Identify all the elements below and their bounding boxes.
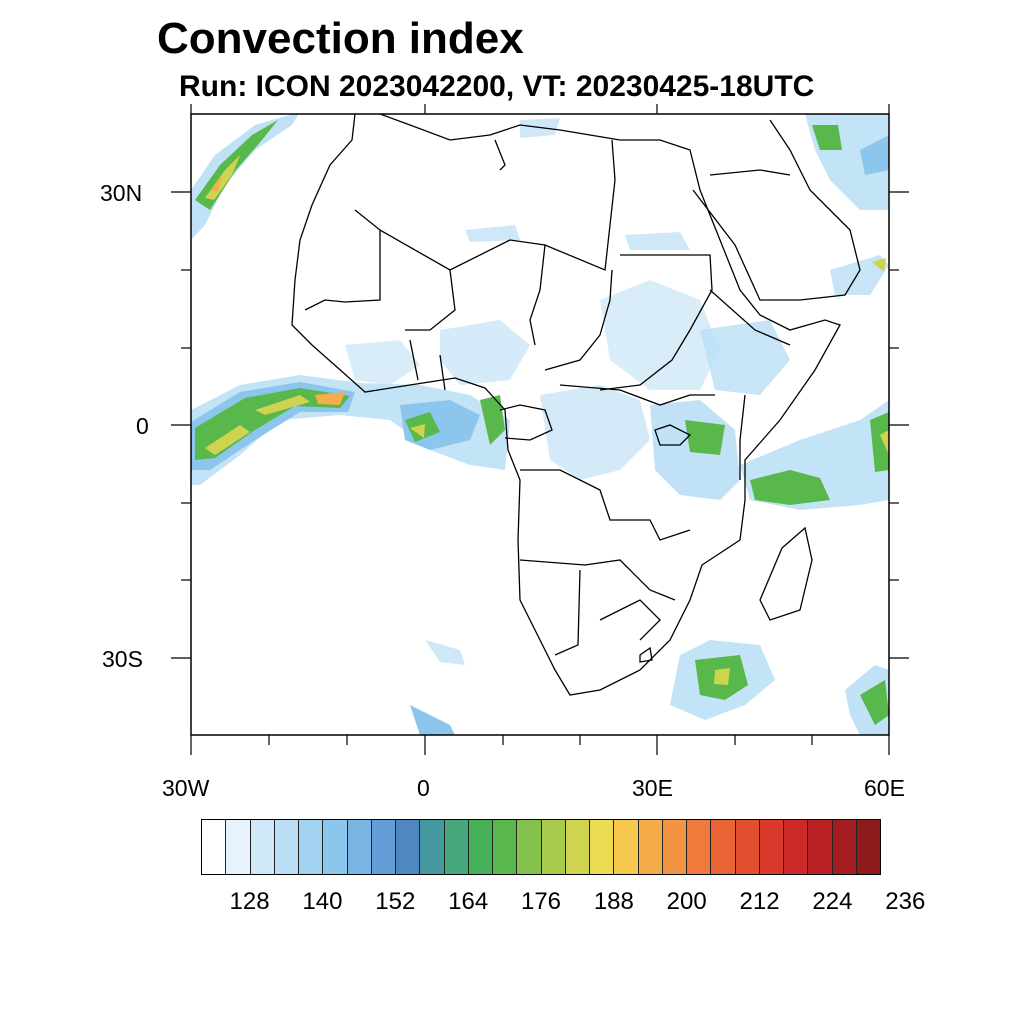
lat-label-30n: 30N	[100, 180, 143, 206]
lat-label-30s: 30S	[102, 646, 143, 672]
colorbar-swatch	[323, 820, 348, 874]
convection-field	[191, 114, 889, 735]
colorbar-swatch	[759, 820, 784, 874]
colorbar-label: 128	[229, 888, 270, 915]
colorbar-swatch	[784, 820, 809, 874]
lon-label-30e: 30E	[632, 775, 673, 801]
colorbar-swatch	[444, 820, 469, 874]
colorbar-swatch	[711, 820, 736, 874]
colorbar-swatch	[493, 820, 518, 874]
colorbar-label: 188	[593, 888, 634, 915]
colorbar-swatch	[250, 820, 275, 874]
coastlines	[291, 114, 861, 696]
colorbar-label: 152	[375, 888, 416, 915]
colorbar-swatch	[856, 820, 880, 874]
colorbar-swatch	[371, 820, 396, 874]
colorbar-swatch	[274, 820, 299, 874]
colorbar-label: 224	[812, 888, 853, 915]
colorbar-swatch	[517, 820, 542, 874]
colorbar-swatch	[202, 820, 227, 874]
colorbar-swatch	[638, 820, 663, 874]
colorbar-swatch	[662, 820, 687, 874]
colorbar-label: 164	[448, 888, 489, 915]
lon-label-30w: 30W	[162, 775, 210, 801]
lat-label-0: 0	[136, 413, 149, 439]
colorbar-label: 176	[520, 888, 562, 915]
colorbar-swatch	[614, 820, 639, 874]
lon-label-60e: 60E	[864, 775, 905, 801]
colorbar-swatch	[808, 820, 833, 874]
colorbar-swatch	[347, 820, 372, 874]
colorbar-swatch	[541, 820, 566, 874]
colorbar-swatch	[468, 820, 493, 874]
colorbar-label: 236	[885, 888, 926, 915]
map-subtitle: Run: ICON 2023042200, VT: 20230425-18UTC	[179, 70, 815, 103]
colorbar-label: 212	[739, 888, 780, 915]
colorbar-swatch	[832, 820, 857, 874]
colorbar-swatch	[735, 820, 760, 874]
map-title: Convection index	[157, 14, 524, 63]
colorbar-swatch	[420, 820, 445, 874]
colorbar-swatch	[565, 820, 590, 874]
colorbar-swatch	[299, 820, 324, 874]
colorbar	[201, 819, 881, 875]
axis-ticks	[171, 104, 909, 755]
colorbar-swatch	[590, 820, 615, 874]
lon-label-0: 0	[417, 775, 430, 801]
colorbar-label: 200	[666, 888, 707, 915]
colorbar-swatch	[396, 820, 421, 874]
colorbar-swatch	[687, 820, 712, 874]
colorbar-swatch	[226, 820, 251, 874]
colorbar-label: 140	[302, 888, 343, 915]
